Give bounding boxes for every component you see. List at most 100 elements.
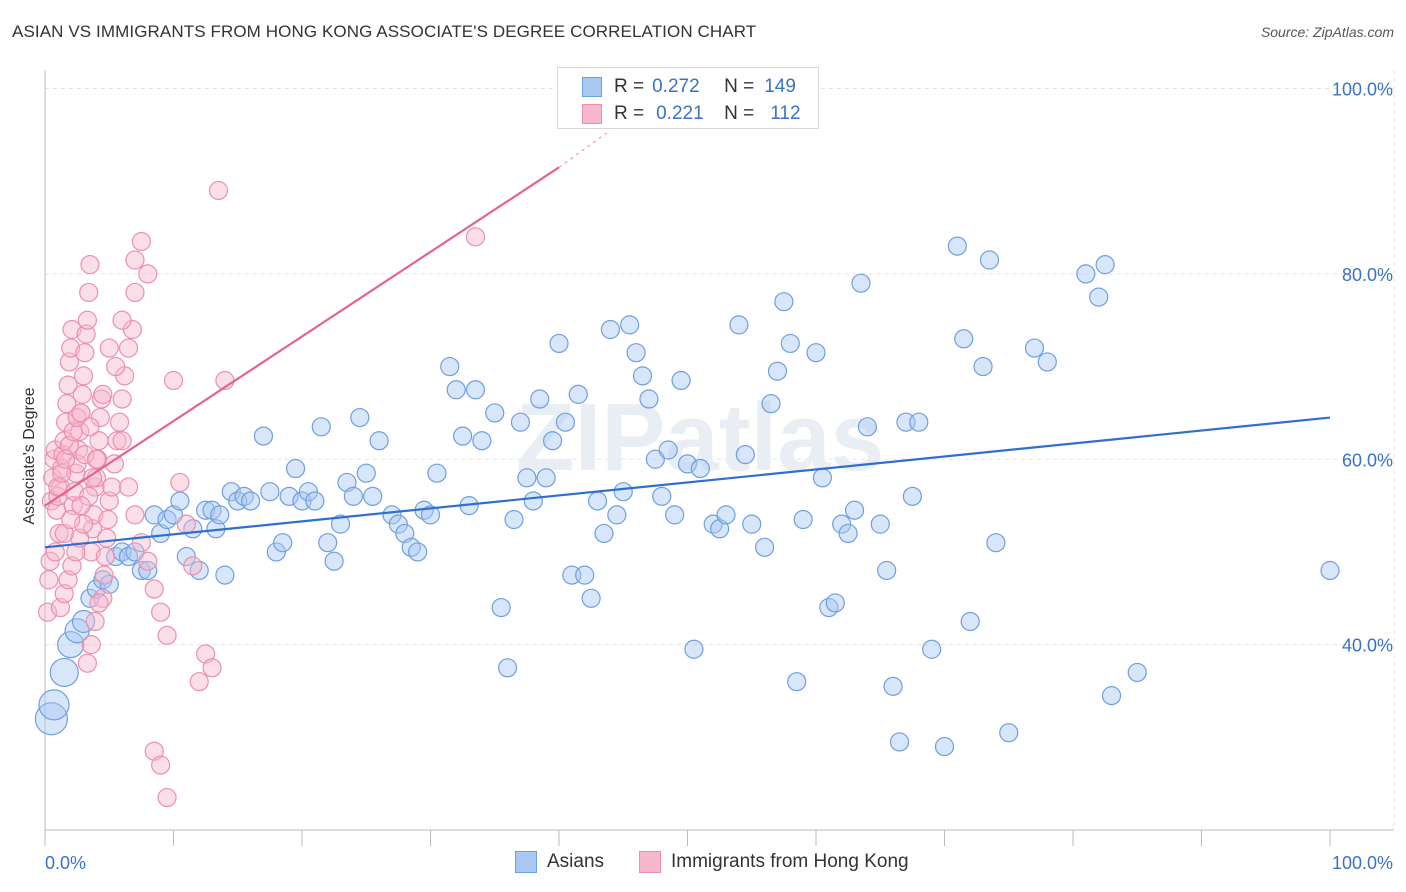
data-point (34, 702, 69, 736)
data-point (922, 639, 942, 659)
data-point (485, 403, 505, 423)
stats-row-asians: R = 0.272 N = 149 (582, 74, 796, 100)
data-point (632, 366, 653, 386)
data-point (350, 407, 370, 428)
legend-item-asians[interactable]: Asians (515, 851, 604, 873)
data-point (176, 546, 196, 567)
data-point (157, 625, 177, 645)
chart-title: ASIAN VS IMMIGRANTS FROM HONG KONG ASSOC… (12, 22, 757, 41)
data-point (189, 672, 209, 692)
data-point (273, 533, 293, 553)
data-point (491, 597, 511, 618)
data-point (93, 384, 113, 404)
data-point (465, 380, 486, 400)
data-point (1024, 338, 1045, 358)
data-point (767, 361, 788, 381)
data-point (98, 509, 118, 530)
data-point (94, 565, 114, 585)
data-point (324, 551, 344, 571)
data-point (453, 426, 473, 446)
data-point (774, 292, 794, 312)
data-point (85, 611, 105, 632)
data-point (1127, 662, 1147, 683)
n-value: 112 (770, 103, 801, 124)
data-point (266, 542, 286, 562)
data-point (446, 380, 466, 400)
data-point (59, 352, 80, 372)
data-point (857, 417, 878, 437)
data-point (40, 551, 60, 571)
trend-lines (44, 129, 1331, 549)
data-point (49, 657, 79, 688)
legend-item-hongkong[interactable]: Immigrants from Hong Kong (639, 851, 909, 873)
data-point (787, 672, 807, 692)
data-point (151, 755, 171, 775)
data-point (684, 639, 704, 659)
data-point (118, 477, 139, 497)
data-point (102, 477, 122, 497)
y-tick-label: 40.0% (1342, 636, 1393, 656)
data-point (793, 509, 813, 530)
data-point (973, 356, 993, 377)
data-point (934, 736, 955, 757)
data-point (465, 227, 486, 247)
data-point (472, 431, 492, 451)
data-point (71, 403, 91, 423)
data-point (176, 514, 196, 534)
n-value: 149 (764, 76, 796, 97)
data-point (742, 514, 762, 534)
source-label: Source: ZipAtlas.com (1260, 24, 1394, 40)
data-point (832, 514, 852, 534)
data-point (104, 454, 124, 474)
data-point (71, 496, 91, 516)
data-point (780, 333, 800, 354)
data-point (82, 468, 103, 488)
data-point (107, 431, 127, 451)
data-point (71, 609, 96, 634)
data-point (671, 370, 691, 391)
data-point (241, 491, 261, 511)
data-point (81, 635, 101, 655)
series-hongkong-points (37, 180, 486, 808)
data-point (73, 514, 94, 534)
legend-swatch-asians (515, 851, 537, 873)
data-point (620, 315, 640, 335)
data-point (812, 468, 833, 488)
data-point (986, 533, 1006, 553)
data-point (330, 514, 351, 534)
data-point (542, 431, 563, 451)
data-point (183, 556, 203, 576)
data-point (138, 264, 158, 284)
data-point (279, 486, 299, 506)
series-asians-points (34, 236, 1340, 757)
data-point (163, 370, 184, 391)
data-point (73, 366, 94, 386)
data-point (838, 523, 858, 544)
data-point (151, 602, 171, 622)
data-point (999, 723, 1019, 743)
data-point (305, 491, 325, 511)
data-point (607, 505, 627, 525)
data-point (613, 482, 633, 502)
data-point (581, 588, 601, 608)
r-value: 0.221 (656, 103, 704, 124)
r-value: 0.272 (652, 76, 700, 97)
data-point (170, 491, 190, 511)
data-point (979, 250, 1000, 270)
data-point (86, 449, 107, 469)
data-point (549, 333, 569, 354)
data-point (112, 389, 132, 409)
data-point (523, 491, 543, 511)
data-point (75, 343, 95, 363)
data-point (131, 231, 151, 252)
axes (44, 70, 1394, 846)
data-point (112, 431, 132, 451)
data-point (1095, 255, 1115, 275)
y-tick-label: 60.0% (1342, 450, 1393, 470)
data-point (754, 537, 775, 557)
data-point (38, 689, 70, 721)
data-point (202, 658, 222, 678)
data-point (75, 445, 95, 465)
trend-line-hongkong (44, 166, 560, 507)
data-point (210, 505, 230, 525)
